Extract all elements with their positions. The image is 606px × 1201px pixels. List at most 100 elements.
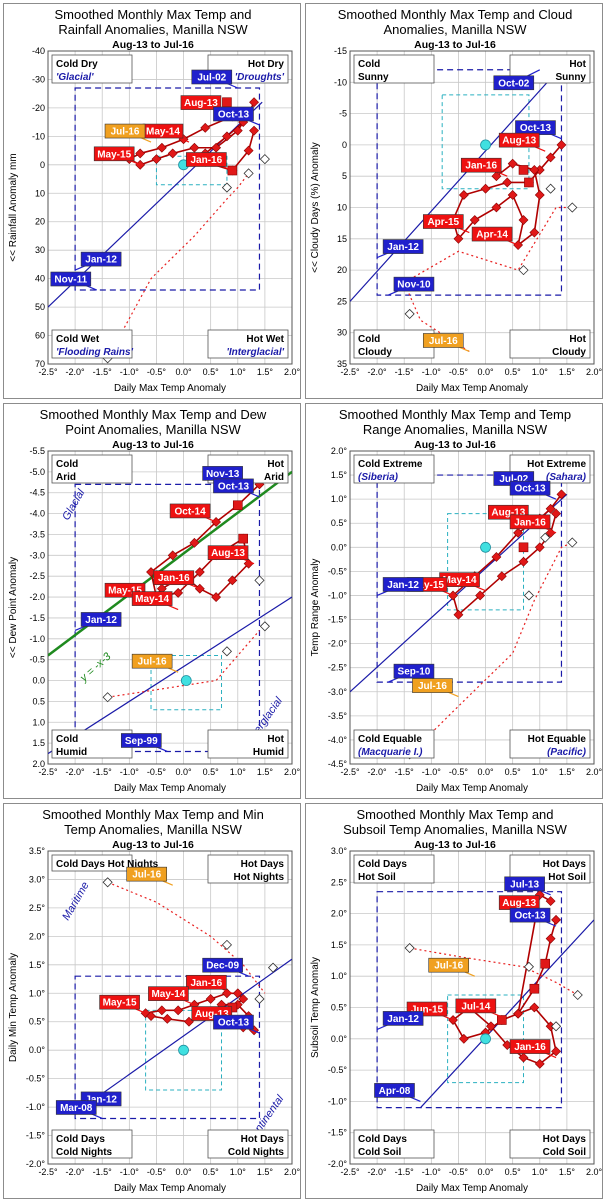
y-tick-label: -30 [32,74,45,84]
chart-panel-4: Smoothed Monthly Max Temp and Temp Range … [305,403,603,799]
plot-border [47,50,293,365]
open-point [523,961,534,972]
x-tick-label: 1.5° [559,767,576,777]
x-tick-label: 2.0° [586,1167,603,1177]
x-tick-label: 1.0° [532,1167,549,1177]
callout-label: May-15 [103,998,137,1009]
chart-title: Smoothed Monthly Max Temp and Min [42,807,264,822]
callout-label: Jan-12 [387,580,419,591]
data-point [135,148,146,159]
x-tick-label: -0.5° [147,767,167,777]
x-tick-label: -0.5° [147,1167,167,1177]
chart-title: Point Anomalies, Manilla NSW [65,422,241,437]
x-axis-label: Daily Max Temp Anomaly [114,1183,226,1194]
x-tick-label: 0.0° [477,367,494,377]
y-tick-label: -10 [334,77,347,87]
quadrant-sublabel-bl: Humid [56,747,87,758]
quadrant-label-box [509,729,591,759]
x-tick-label: -1.0° [120,1167,140,1177]
y-tick-label: -1.5° [26,1131,46,1141]
y-tick-label: 1.0° [331,494,348,504]
quadrant-label-br: Hot Wet [246,334,284,345]
data-point-square [524,177,534,188]
dotted-trajectory [107,630,260,698]
y-tick-label: -1.0° [26,1102,46,1112]
x-tick-label: 2.0° [586,767,603,777]
y-tick-label: 3.5° [29,846,46,856]
quadrant-sublabel-bl: Cold Soil [358,1147,402,1158]
y-tick-label: 0.0° [331,1034,348,1044]
plot-content [376,889,594,1109]
y-tick-label: 2.0 [32,759,45,769]
data-point [194,567,205,577]
callout-label: Jul-16 [434,961,463,972]
quadrant-label-box [207,854,289,884]
callout-box [393,276,435,292]
data-point [513,527,524,538]
data-point [162,1013,173,1024]
data-point [556,489,567,500]
open-point [404,308,415,319]
trend-line [48,596,292,755]
callout-label: Oct-13 [514,484,546,495]
x-axis-label: Daily Max Temp Anomaly [114,383,226,394]
quadrant-label-tl: Cold [358,59,380,70]
open-point [254,575,265,586]
plot-border [349,450,595,765]
y-tick-label: 0 [40,160,45,170]
x-tick-label: 0.0° [175,767,192,777]
callout-box [382,1011,424,1026]
x-tick-label: 2.0° [586,367,603,377]
plot-border [349,850,595,1165]
data-point [545,503,556,514]
open-point [259,154,270,165]
callout-box [455,998,497,1014]
callout-box [509,907,551,923]
callout-label: Oct-13 [218,109,250,120]
chart-subtitle: Aug-13 to Jul-16 [414,839,496,851]
data-point [249,97,259,108]
data-point-square [540,958,550,969]
dotted-trajectory [107,881,266,994]
callout-box [55,1100,97,1115]
open-point [567,537,578,548]
chart-subtitle: Aug-13 to Jul-16 [414,39,496,51]
mean-point [180,675,192,686]
callout-label: Jan-16 [191,155,223,166]
trend-line [350,63,565,302]
y-tick-label: -20 [32,103,45,113]
open-point [221,182,232,193]
quadrant-label-tl: Cold [56,459,78,470]
callout-box [207,545,249,560]
y-tick-label: 20 [337,265,347,275]
y-axis-label: Temp Range Anomaly [310,559,321,657]
callout-label: Jan-12 [387,242,419,253]
x-tick-label: -1.0° [422,367,442,377]
callout-label: Sep-99 [125,736,158,747]
y-tick-label: -2.5 [29,571,45,581]
quadrant-sublabel-tl: 'Glacial' [56,72,94,83]
x-tick-label: -1.5° [395,767,415,777]
callout-box [213,106,254,122]
open-point [102,877,113,888]
x-tick-label: 2.0° [284,1167,301,1177]
open-point [572,989,583,1001]
quadrant-sublabel-tl: Arid [56,472,76,483]
x-tick-label: 2.0° [284,367,301,377]
quadrant-label-box [353,329,435,359]
plot-border [47,850,293,1165]
x-tick-label: -1.0° [422,767,442,777]
callout-box [213,478,254,494]
data-point [551,1046,561,1057]
open-point [221,646,232,657]
y-tick-label: -10 [32,131,45,141]
data-point [189,537,200,548]
data-point [151,154,162,165]
x-tick-label: -2.5° [340,767,360,777]
data-point [529,165,540,175]
data-point [453,233,464,244]
callout-label: Aug-13 [195,1009,229,1020]
y-tick-label: 0.5° [331,1003,348,1013]
open-point [254,993,265,1005]
